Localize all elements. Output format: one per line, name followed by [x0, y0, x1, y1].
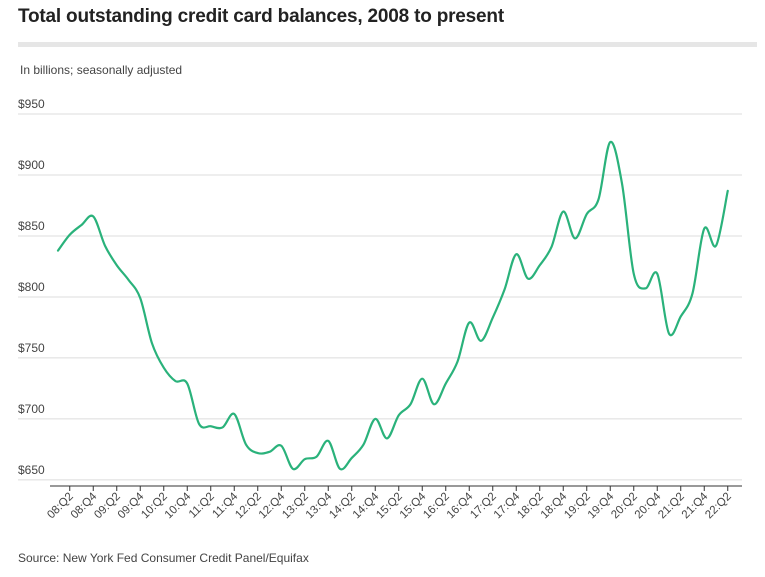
title-divider — [18, 42, 757, 47]
x-tick-label: 11:Q2 — [187, 491, 217, 521]
x-tick-label: 22:Q2 — [703, 491, 734, 522]
y-tick-label: $950 — [18, 97, 45, 111]
gridlines — [18, 113, 742, 481]
x-tick-label: 10:Q4 — [163, 490, 194, 521]
series-lines — [56, 140, 729, 471]
y-tick-label: $700 — [18, 402, 45, 416]
x-axis — [50, 485, 742, 491]
y-tick-label: $900 — [18, 158, 45, 172]
y-axis-tick-labels: $650 $700 $750 $800 $850 $900 $950 — [18, 97, 45, 477]
chart-title: Total outstanding credit card balances, … — [18, 6, 504, 27]
series-line — [56, 140, 729, 471]
y-tick-label: $800 — [18, 280, 45, 294]
x-axis-tick-labels: 08:Q208:Q409:Q209:Q410:Q210:Q411:Q211:Q4… — [45, 490, 734, 521]
chart-source: Source: New York Fed Consumer Credit Pan… — [18, 551, 309, 565]
y-tick-label: $750 — [18, 341, 45, 355]
y-tick-label: $650 — [18, 463, 45, 477]
chart-subtitle: In billions; seasonally adjusted — [20, 63, 183, 77]
y-tick-label: $850 — [18, 219, 45, 233]
